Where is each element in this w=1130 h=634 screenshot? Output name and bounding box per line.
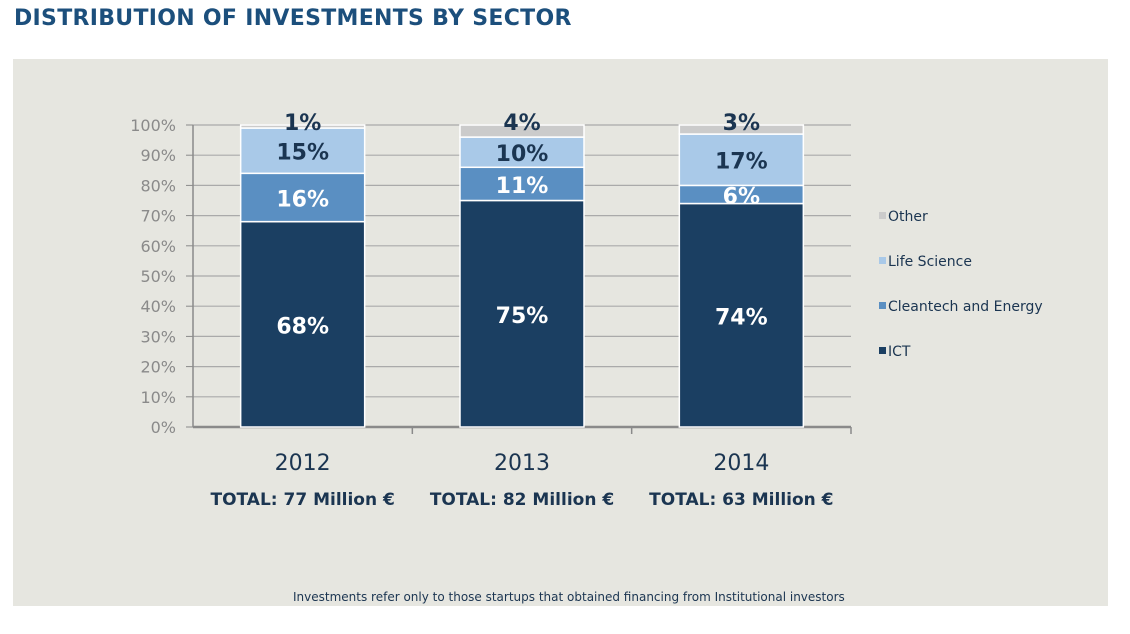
data-label: 4% xyxy=(503,111,540,136)
data-label: 3% xyxy=(723,111,760,136)
legend-label: Other xyxy=(888,209,928,225)
bar-segment xyxy=(239,220,366,428)
legend-label: ICT xyxy=(888,344,911,360)
data-label: 11% xyxy=(496,174,549,199)
x-category-label: 2013 xyxy=(494,451,550,476)
legend-label: Cleantech and Energy xyxy=(888,299,1043,315)
data-label: 6% xyxy=(723,184,760,209)
bar-segment xyxy=(239,127,366,175)
bar-segment xyxy=(239,172,366,223)
y-tick-label: 10% xyxy=(140,388,176,407)
data-label: 10% xyxy=(496,142,549,167)
bar-segment xyxy=(459,166,585,202)
bar-segment xyxy=(239,124,366,129)
bar-segment xyxy=(459,136,585,169)
x-category-label: 2012 xyxy=(275,451,331,476)
data-label: 16% xyxy=(276,187,329,212)
legend-swatch xyxy=(879,302,886,309)
y-tick-label: 80% xyxy=(140,176,176,195)
legend-swatch xyxy=(879,212,886,219)
data-label: 17% xyxy=(715,150,768,175)
stacked-bar-chart: 0% 10% 20% 30% 40% 50% 60% 70% 80% 90% 100% 68% 16% 1… xyxy=(130,111,1043,510)
bar-segment xyxy=(678,124,805,135)
category-total-label: TOTAL: 82 Million € xyxy=(430,490,614,510)
bar-segment xyxy=(459,199,585,428)
category-total-label: TOTAL: 63 Million € xyxy=(649,490,833,510)
y-tick-label: 60% xyxy=(140,237,176,256)
data-label: 75% xyxy=(496,304,549,329)
x-category-label: 2014 xyxy=(713,451,769,476)
data-label: 74% xyxy=(715,305,768,330)
legend-swatch xyxy=(879,257,886,264)
legend-label: Life Science xyxy=(888,254,972,270)
data-label: 15% xyxy=(276,141,329,166)
page-title: DISTRIBUTION OF INVESTMENTS BY SECTOR xyxy=(14,6,572,31)
y-tick-label: 100% xyxy=(130,116,176,135)
bar-segment xyxy=(459,124,585,138)
y-tick-label: 40% xyxy=(140,297,176,316)
category-total-label: TOTAL: 77 Million € xyxy=(210,490,394,510)
data-label: 1% xyxy=(284,111,321,136)
y-tick-label: 70% xyxy=(140,207,176,226)
y-tick-label: 50% xyxy=(140,267,176,286)
legend-swatch xyxy=(879,347,886,354)
footnote: Investments refer only to those startups… xyxy=(293,590,845,604)
data-label: 68% xyxy=(276,314,329,339)
y-tick-label: 30% xyxy=(140,327,176,346)
y-tick-label: 0% xyxy=(151,418,176,437)
bar-segment xyxy=(678,202,805,428)
chart-panel: 0% 10% 20% 30% 40% 50% 60% 70% 80% 90% 100% 68% 16% 1… xyxy=(13,59,1108,606)
y-tick-label: 20% xyxy=(140,358,176,377)
bar-segment xyxy=(678,133,805,187)
y-tick-label: 90% xyxy=(140,146,176,165)
